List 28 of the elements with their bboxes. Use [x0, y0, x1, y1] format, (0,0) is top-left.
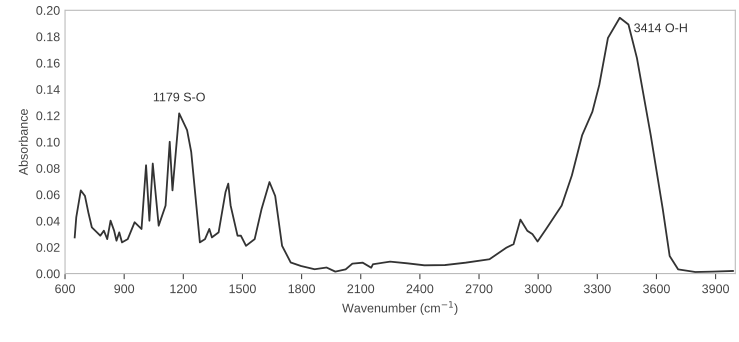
x-tick-label: 1500	[230, 284, 256, 294]
x-axis-title: Wavenumber (cm$^{−1}$)	[342, 301, 458, 315]
x-tick-label: 3600	[643, 284, 670, 294]
x-tick-label: 2400	[406, 284, 434, 294]
annotation: 1179 S-O	[154, 92, 205, 102]
y-tick-label: 0.18	[36, 32, 60, 42]
x-tick-label: 2100	[347, 284, 374, 294]
y-tick-label: 0.08	[36, 164, 60, 173]
y-tick-label: 0.14	[36, 85, 60, 94]
x-tick-label: 1800	[288, 284, 316, 294]
y-tick-label: 0.00	[36, 269, 60, 278]
annotation: 3414 O-H	[634, 23, 687, 32]
x-tick-label: 1200	[170, 284, 197, 294]
x-tick-label: 2700	[466, 284, 492, 294]
y-tick-label: 0.12	[36, 111, 60, 120]
y-tick-label: 0.10	[36, 138, 60, 147]
y-axis-title: Absorbance	[18, 109, 28, 176]
y-tick-label: 0.16	[36, 58, 60, 68]
y-tick-label: 0.04	[36, 216, 60, 226]
line-series	[74, 16, 734, 273]
y-tick-label: 0.06	[36, 190, 60, 200]
x-tick-label: 3900	[702, 284, 730, 294]
y-tick-label: 0.02	[36, 243, 60, 252]
x-tick-label: 3300	[584, 284, 611, 294]
x-tick-label: 3000	[524, 284, 552, 294]
x-tick-label: 600	[55, 284, 75, 294]
x-tick-label: 900	[114, 284, 134, 294]
y-tick-label: 0.20	[36, 6, 60, 15]
